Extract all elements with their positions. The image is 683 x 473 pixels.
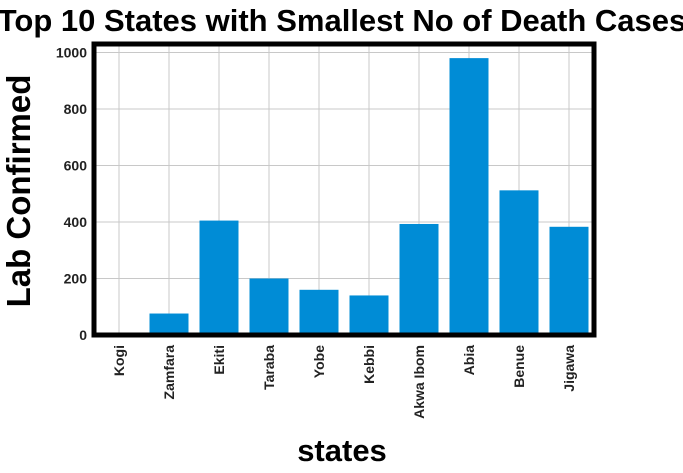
x-axis-label: states (297, 433, 387, 468)
x-tick-label: Taraba (261, 345, 277, 390)
bar-zamfara (149, 313, 189, 335)
y-tick-label: 0 (79, 327, 87, 343)
x-tick-label: Ekiti (211, 345, 227, 375)
y-tick-label: 400 (64, 214, 88, 230)
bar-kebbi (349, 295, 389, 335)
bar-benue (499, 190, 539, 335)
chart-title: Top 10 States with Smallest No of Death … (0, 3, 683, 38)
bar-taraba (249, 278, 289, 335)
bar-jigawa (549, 226, 589, 335)
x-tick-label: Benue (511, 345, 527, 388)
plot-frame (91, 41, 597, 338)
x-tick-label: Yobe (311, 345, 327, 378)
bar-yobe (299, 289, 339, 335)
y-tick-label: 1000 (56, 44, 87, 60)
x-tick-label: Jigawa (561, 345, 577, 392)
y-tick-label: 200 (64, 270, 88, 286)
x-ticks: Kogi Zamfara Ekiti Taraba Yobe Kebbi Akwa Ibom… (111, 345, 577, 419)
bars (99, 58, 589, 335)
y-tick-label: 600 (64, 157, 88, 173)
x-tick-label: Akwa Ibom (411, 345, 427, 419)
bar-akwa-ibom (399, 223, 439, 335)
y-ticks: 0 200 400 600 800 1000 (56, 44, 87, 343)
x-tick-label: Kebbi (361, 345, 377, 384)
y-tick-label: 800 (64, 101, 88, 117)
bar-abia (449, 58, 489, 335)
bar-ekiti (199, 220, 239, 335)
x-tick-label: Abia (461, 345, 477, 376)
x-tick-label: Kogi (111, 345, 127, 376)
y-axis-label: Lab Confirmed (0, 75, 37, 308)
x-tick-label: Zamfara (161, 345, 177, 400)
